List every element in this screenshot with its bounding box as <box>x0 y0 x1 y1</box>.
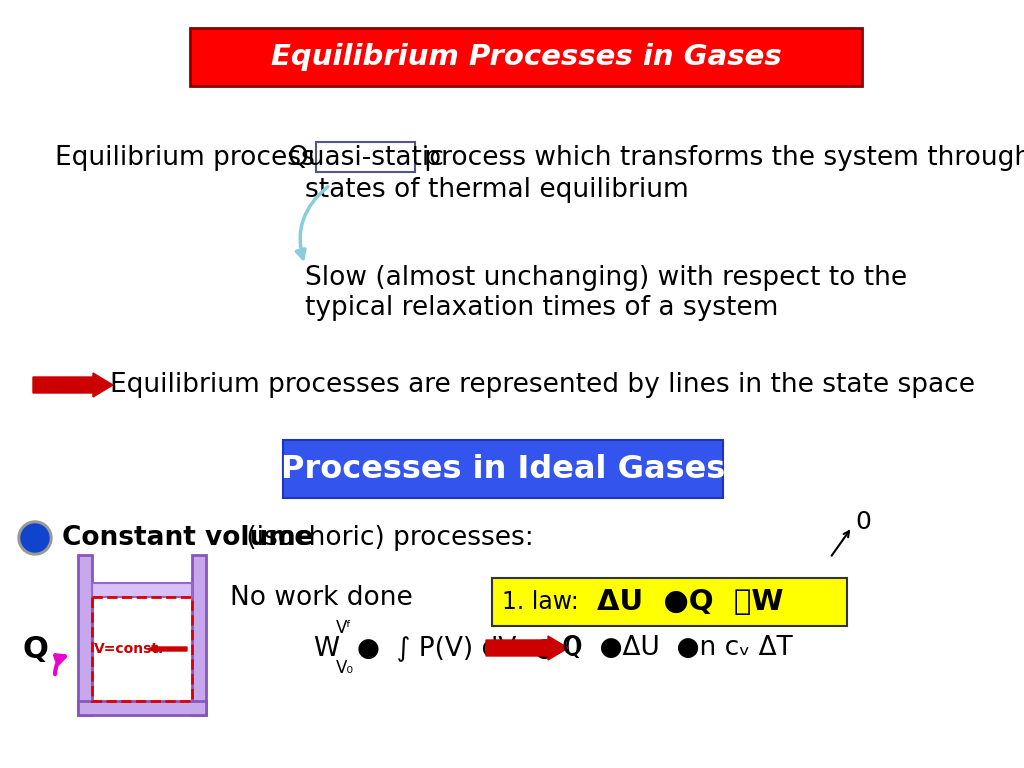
Text: Quasi-static: Quasi-static <box>287 145 444 171</box>
Text: states of thermal equilibrium: states of thermal equilibrium <box>305 177 689 203</box>
Text: 1. law:: 1. law: <box>502 590 579 614</box>
Circle shape <box>18 521 52 555</box>
Text: V=const.: V=const. <box>94 642 164 656</box>
Text: W  ●  ∫ P(V) dV  ● 0: W ● ∫ P(V) dV ● 0 <box>314 635 582 661</box>
FancyArrow shape <box>148 645 187 653</box>
Text: (isochoric) processes:: (isochoric) processes: <box>238 525 534 551</box>
Text: Equilibrium process:: Equilibrium process: <box>55 145 332 171</box>
Text: Processes in Ideal Gases: Processes in Ideal Gases <box>281 453 725 485</box>
Text: Equilibrium Processes in Gases: Equilibrium Processes in Gases <box>270 43 781 71</box>
FancyBboxPatch shape <box>283 440 723 498</box>
Bar <box>92 583 193 597</box>
Text: V₀: V₀ <box>336 659 354 677</box>
Bar <box>78 701 206 715</box>
FancyArrowPatch shape <box>296 187 328 259</box>
Text: Constant volume: Constant volume <box>62 525 313 551</box>
FancyArrow shape <box>33 373 113 397</box>
FancyArrowPatch shape <box>55 655 65 674</box>
Text: No work done: No work done <box>230 585 413 611</box>
Bar <box>193 555 206 715</box>
Text: Slow (almost unchanging) with respect to the: Slow (almost unchanging) with respect to… <box>305 265 907 291</box>
Circle shape <box>22 524 49 552</box>
Text: Q: Q <box>23 634 48 664</box>
FancyBboxPatch shape <box>190 28 862 86</box>
Text: process which transforms the system through: process which transforms the system thro… <box>416 145 1024 171</box>
Bar <box>92 597 193 701</box>
Text: Q  ●ΔU  ●n cᵥ ΔT: Q ●ΔU ●n cᵥ ΔT <box>562 635 793 661</box>
FancyBboxPatch shape <box>316 142 415 172</box>
Text: Equilibrium processes are represented by lines in the state space: Equilibrium processes are represented by… <box>110 372 975 398</box>
Text: ΔU  ●Q  ⦳W: ΔU ●Q ⦳W <box>597 588 783 616</box>
Text: Vᶠ: Vᶠ <box>336 619 352 637</box>
Text: 0: 0 <box>855 510 870 534</box>
Text: typical relaxation times of a system: typical relaxation times of a system <box>305 295 778 321</box>
FancyBboxPatch shape <box>492 578 847 626</box>
Bar <box>78 555 92 715</box>
FancyArrow shape <box>486 636 568 660</box>
